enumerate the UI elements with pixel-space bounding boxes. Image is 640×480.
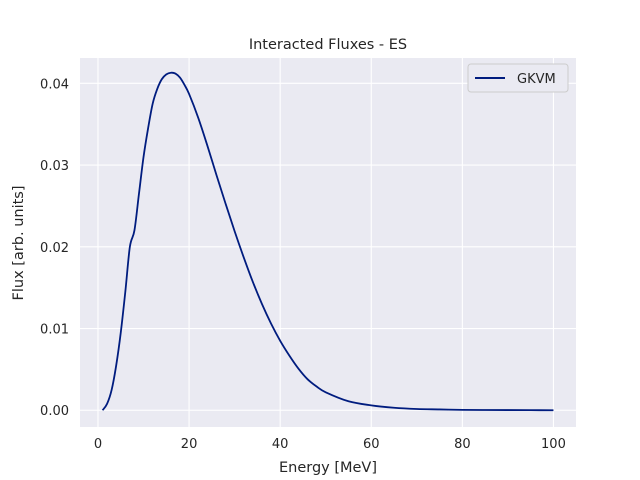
y-tick-label: 0.00 <box>40 404 69 419</box>
y-tick-label: 0.04 <box>40 77 69 92</box>
legend-box <box>467 63 569 93</box>
x-tick-label: 40 <box>272 437 289 452</box>
y-tick-label: 0.02 <box>40 241 69 256</box>
x-tick-label: 20 <box>181 437 198 452</box>
plot-area <box>80 58 576 427</box>
x-axis-ticks: 0 20 40 60 80 100 <box>94 437 566 452</box>
y-tick-label: 0.03 <box>40 159 69 174</box>
series-layer <box>101 71 554 412</box>
y-axis-ticks: 0.00 0.01 0.02 0.03 0.04 <box>40 77 69 419</box>
grid <box>80 58 576 427</box>
x-tick-label: 100 <box>541 437 566 452</box>
x-tick-label: 0 <box>94 437 102 452</box>
chart-title: Interacted Fluxes - ES <box>249 37 407 53</box>
y-tick-label: 0.01 <box>40 323 69 338</box>
x-axis-label: Energy [MeV] <box>279 460 377 476</box>
legend-label: GKVM <box>517 72 556 87</box>
y-axis-label: Flux [arb. units] <box>11 186 27 301</box>
series-line <box>101 71 554 412</box>
x-tick-label: 60 <box>363 437 380 452</box>
legend: GKVM <box>467 63 569 93</box>
x-tick-label: 80 <box>454 437 471 452</box>
